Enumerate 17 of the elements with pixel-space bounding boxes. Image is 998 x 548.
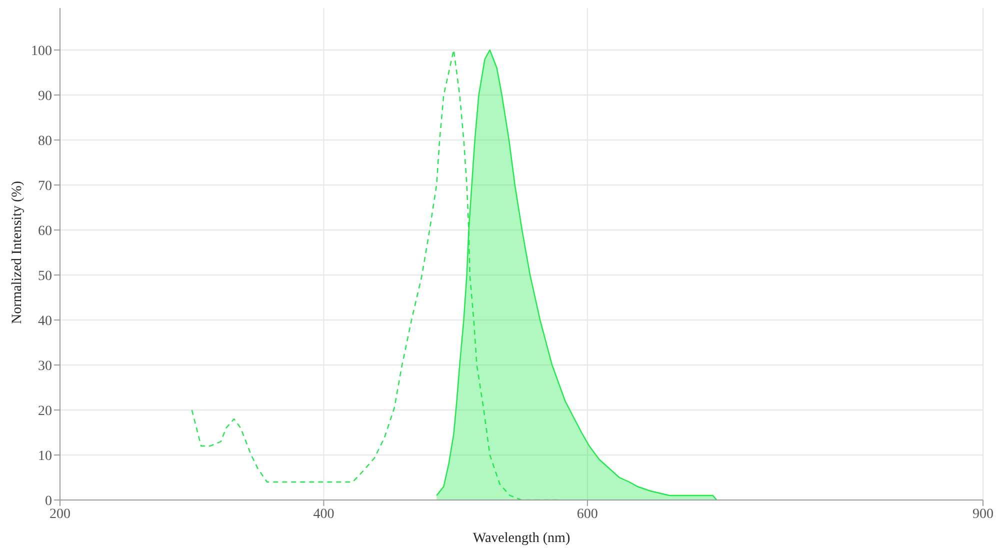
y-tick-label: 20 — [38, 404, 52, 419]
y-tick-label: 60 — [38, 224, 52, 239]
y-tick-label: 40 — [38, 314, 52, 329]
y-tick-label: 70 — [38, 178, 52, 194]
y-tick-label: 100 — [31, 44, 52, 59]
x-tick-label: 200 — [50, 506, 70, 522]
y-tick-label: 50 — [38, 268, 52, 284]
y-axis-title: Normalized Intensity (%) — [10, 180, 25, 324]
y-tick-label: 80 — [38, 134, 52, 149]
x-tick-label: 600 — [576, 506, 598, 522]
y-tick-label: 0 — [45, 494, 52, 509]
x-tick-label: 400 — [313, 506, 334, 522]
y-tick-label: 30 — [38, 358, 52, 374]
x-tick-label: 900 — [972, 506, 994, 522]
x-axis-title: Wavelength (nm) — [472, 531, 570, 546]
y-tick-label: 90 — [38, 88, 52, 104]
y-tick-label: 10 — [38, 448, 52, 464]
